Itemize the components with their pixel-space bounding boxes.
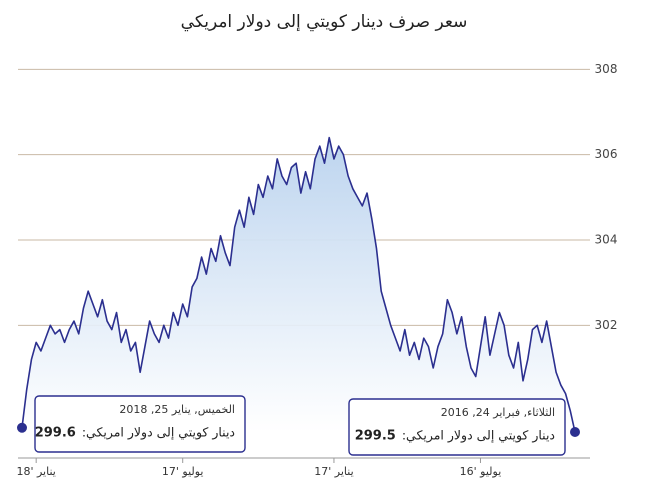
tooltip-date: الخميس, يناير 25, 2018 — [119, 403, 235, 416]
end-point — [570, 427, 580, 437]
tooltip-box — [34, 395, 246, 453]
x-tick-label: يناير '18 — [16, 465, 55, 478]
x-tick-label: يوليو '16 — [460, 465, 502, 478]
plot — [17, 136, 580, 437]
tooltip-date: الثلاثاء, فبراير 24, 2016 — [441, 406, 555, 419]
y-tick-label: 306 — [595, 147, 618, 161]
x-tick-label: يوليو '17 — [162, 465, 204, 478]
tooltip-label: دينار كويتي إلى دولار امريكي: — [402, 428, 555, 444]
line — [21, 136, 576, 433]
y-tick-label: 304 — [595, 233, 618, 247]
y-tick-label: 302 — [595, 318, 618, 332]
tooltips: الخميس, يناير 25, 2018 دينار كويتي إلى دو… — [34, 395, 566, 456]
tooltip-label: دينار كويتي إلى دولار امريكي: — [82, 425, 235, 441]
area — [22, 137, 575, 432]
chart-title: سعر صرف دينار كويتي إلى دولار امريكي — [181, 12, 468, 32]
tooltip-box — [348, 398, 566, 456]
tooltip-value: 299.5 — [355, 429, 396, 444]
tooltip-value: 299.6 — [35, 426, 76, 441]
end-point — [17, 422, 27, 433]
x-tick-label: يناير '17 — [314, 465, 353, 478]
x-axis: يناير '18 يوليو '17 يناير '17 يوليو '16 — [16, 458, 501, 478]
y-tick-label: 308 — [595, 62, 618, 76]
